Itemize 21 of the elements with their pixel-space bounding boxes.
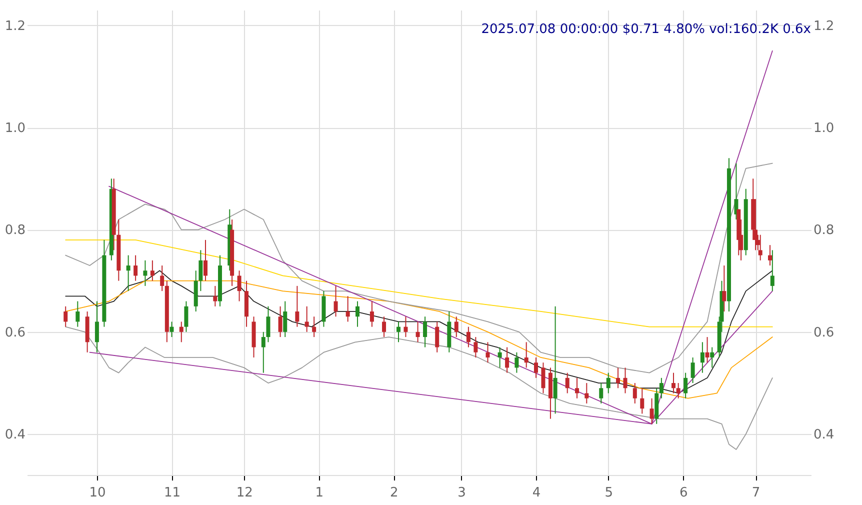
x-tick-label: 10 [89,486,106,500]
y-tick-label: 0.8 [4,223,26,238]
x-tick-label: 4 [532,486,541,500]
x-tick-label: 3 [458,486,466,500]
y2-tick-label: 1.0 [814,121,834,136]
y2-tick-label: 0.4 [814,428,834,443]
y2-tick-label: 1.2 [814,18,834,34]
y-tick-label: 1.2 [4,18,26,34]
x-tick-label: 5 [604,486,614,500]
x-tick-label: 1 [315,486,324,500]
x-tick-label: 11 [164,486,181,500]
x-tick-label: 6 [680,486,688,500]
text: 2025.07.08 00:00:00 $0.71 4.80% vol:160.2K 0.6x [481,22,812,37]
y-tick-label: 0.6 [4,325,26,340]
x-tick-label: 7 [752,486,760,500]
x-tick-label: 2 [390,486,398,500]
y-tick-label: 1.0 [4,121,26,136]
y-tick-label: 0.4 [4,428,26,443]
y2-tick-label: 0.6 [814,325,834,340]
y2-tick-label: 0.8 [814,223,834,238]
x-tick-label: 12 [236,486,253,500]
